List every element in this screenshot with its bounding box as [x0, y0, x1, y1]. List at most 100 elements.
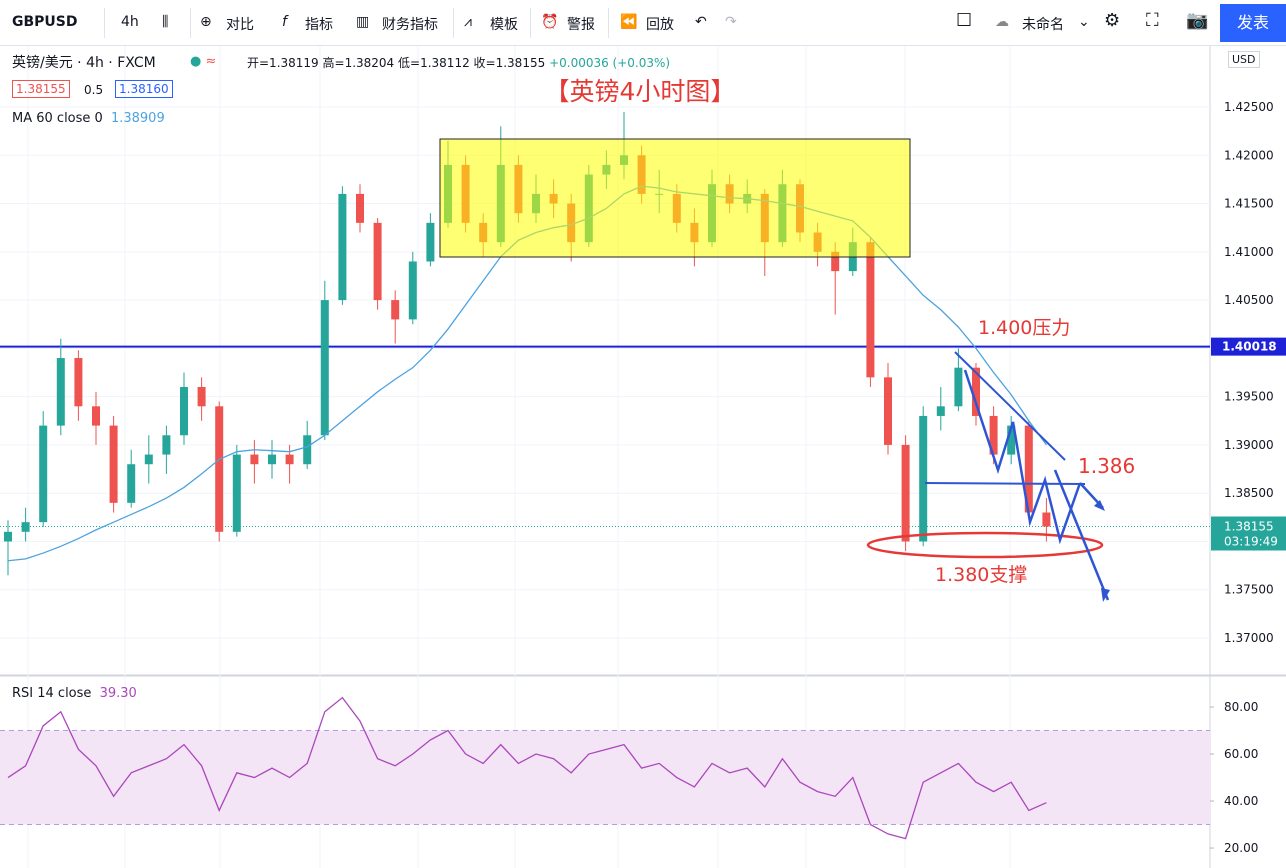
interval[interactable]: 4h	[121, 14, 139, 30]
candle-body	[338, 193, 347, 301]
candle-body	[391, 300, 400, 320]
candle-body	[162, 435, 171, 455]
candle-body	[831, 251, 840, 272]
candle-body	[408, 261, 417, 320]
wave-arrow	[963, 369, 1082, 545]
y-tick-label: 1.40500	[1224, 293, 1274, 307]
arrow-head	[1094, 500, 1105, 511]
redo[interactable]: ↷	[725, 14, 737, 30]
candle-body	[884, 377, 892, 445]
candle-body	[250, 454, 259, 465]
open: 开=1.38119	[247, 56, 319, 70]
separator	[190, 8, 191, 38]
snapshot[interactable]: 📷	[1186, 10, 1209, 31]
candle-body	[4, 531, 12, 542]
indicator-icon: f	[282, 14, 287, 30]
fullscreen[interactable]: ⛶	[1146, 10, 1159, 31]
chart-title: 【英镑4小时图】	[545, 77, 736, 106]
y-tick-label: 40.00	[1224, 794, 1258, 808]
spread: 0.5	[84, 83, 104, 97]
annotation-texts: 【英镑4小时图】 1.400压力 1.386 1.380支撑	[545, 77, 1136, 586]
separator	[530, 8, 531, 38]
y-tick-label: 20.00	[1224, 841, 1258, 855]
layout-name[interactable]: 未命名	[1022, 17, 1064, 33]
candle-body	[144, 454, 153, 465]
financial-icon: ▥	[356, 14, 370, 30]
layout-icon[interactable]: ☐	[956, 10, 973, 31]
cloud-icon: ☁	[995, 14, 1009, 30]
rsi-band	[0, 730, 1210, 825]
axis-labels: 1.42500 1.42000 1.41500 1.41000 1.40500 1.400…	[1211, 100, 1286, 855]
candle-body	[92, 406, 100, 426]
rsi-line	[7, 696, 1047, 840]
candle-body	[232, 454, 241, 532]
price-axis-bg	[1210, 45, 1286, 868]
separator	[608, 8, 609, 38]
alert[interactable]: 警报	[567, 17, 595, 33]
separator	[104, 8, 105, 38]
publish-button[interactable]: 发表	[1220, 4, 1286, 42]
undo[interactable]: ↶	[695, 14, 707, 30]
y-tick-label: 1.39000	[1224, 438, 1274, 452]
candle-body	[215, 406, 224, 532]
rsi-legend: RSI 14 close 39.30	[12, 686, 137, 701]
settings[interactable]: ⚙	[1104, 10, 1121, 31]
trend-line	[954, 351, 1066, 461]
drawings	[439, 138, 1110, 602]
y-tick-label: 1.38500	[1224, 486, 1274, 500]
support-ellipse	[866, 531, 1104, 559]
candle-body	[74, 358, 83, 407]
candle-body	[56, 358, 65, 426]
financials[interactable]: 财务指标	[382, 17, 438, 33]
dropdown[interactable]: ⌄	[1078, 14, 1090, 30]
replay-icon: ⏪	[620, 14, 638, 30]
candle-body	[268, 454, 276, 465]
candle-body	[127, 464, 136, 503]
candle-body	[180, 386, 188, 436]
candle-body	[972, 367, 980, 416]
candle-body	[989, 415, 998, 455]
y-tick-label: 80.00	[1224, 700, 1258, 714]
y-tick-label: 1.39500	[1224, 390, 1274, 404]
chart-type-icon[interactable]: ⫼	[162, 14, 169, 30]
candle-body	[303, 435, 312, 465]
y-tick-label: 1.37000	[1224, 631, 1274, 645]
indicators[interactable]: 指标	[305, 17, 333, 33]
ma-value: 1.38909	[110, 111, 165, 126]
replay[interactable]: 回放	[646, 17, 674, 33]
rsi-title: RSI 14 close	[12, 686, 92, 701]
currency[interactable]: USD	[1228, 51, 1260, 68]
level-line	[924, 482, 1086, 485]
bid[interactable]: 1.38155	[12, 80, 70, 98]
candle-body	[901, 444, 910, 542]
y-tick-label: 1.37500	[1224, 583, 1274, 597]
candle-body	[356, 193, 364, 223]
compare[interactable]: 对比	[226, 17, 254, 33]
y-tick-label: 1.41000	[1224, 245, 1274, 259]
templates[interactable]: 模板	[490, 17, 518, 33]
template-icon: ⩘	[464, 14, 472, 30]
ma-legend: MA 60 close 0 1.38909	[12, 111, 165, 126]
range-box	[439, 138, 911, 258]
candle-body	[320, 300, 329, 436]
rsi-value: 39.30	[99, 686, 137, 701]
candle-body	[919, 415, 928, 542]
ohlc: 开=1.38119 高=1.38204 低=1.38112 收=1.38155 …	[247, 54, 670, 71]
candle-body	[1007, 425, 1016, 455]
status-dot: ● ≈	[190, 54, 217, 69]
hline-label: 1.40018	[1222, 340, 1277, 354]
arrow	[1053, 469, 1110, 601]
y-tick-label: 1.42000	[1224, 148, 1274, 162]
candle-body	[866, 242, 875, 378]
candle-body	[1042, 512, 1051, 527]
y-tick-label: 1.42500	[1224, 100, 1274, 114]
candle-body	[954, 367, 963, 407]
annotation: 1.386	[1078, 454, 1135, 478]
candle-body	[426, 222, 435, 262]
ask[interactable]: 1.38160	[115, 80, 173, 98]
candle-body	[285, 454, 294, 465]
symbol[interactable]: GBPUSD	[12, 14, 78, 30]
pair: 英镑/美元 · 4h · FXCM	[12, 55, 156, 71]
candle-body	[1024, 425, 1033, 513]
